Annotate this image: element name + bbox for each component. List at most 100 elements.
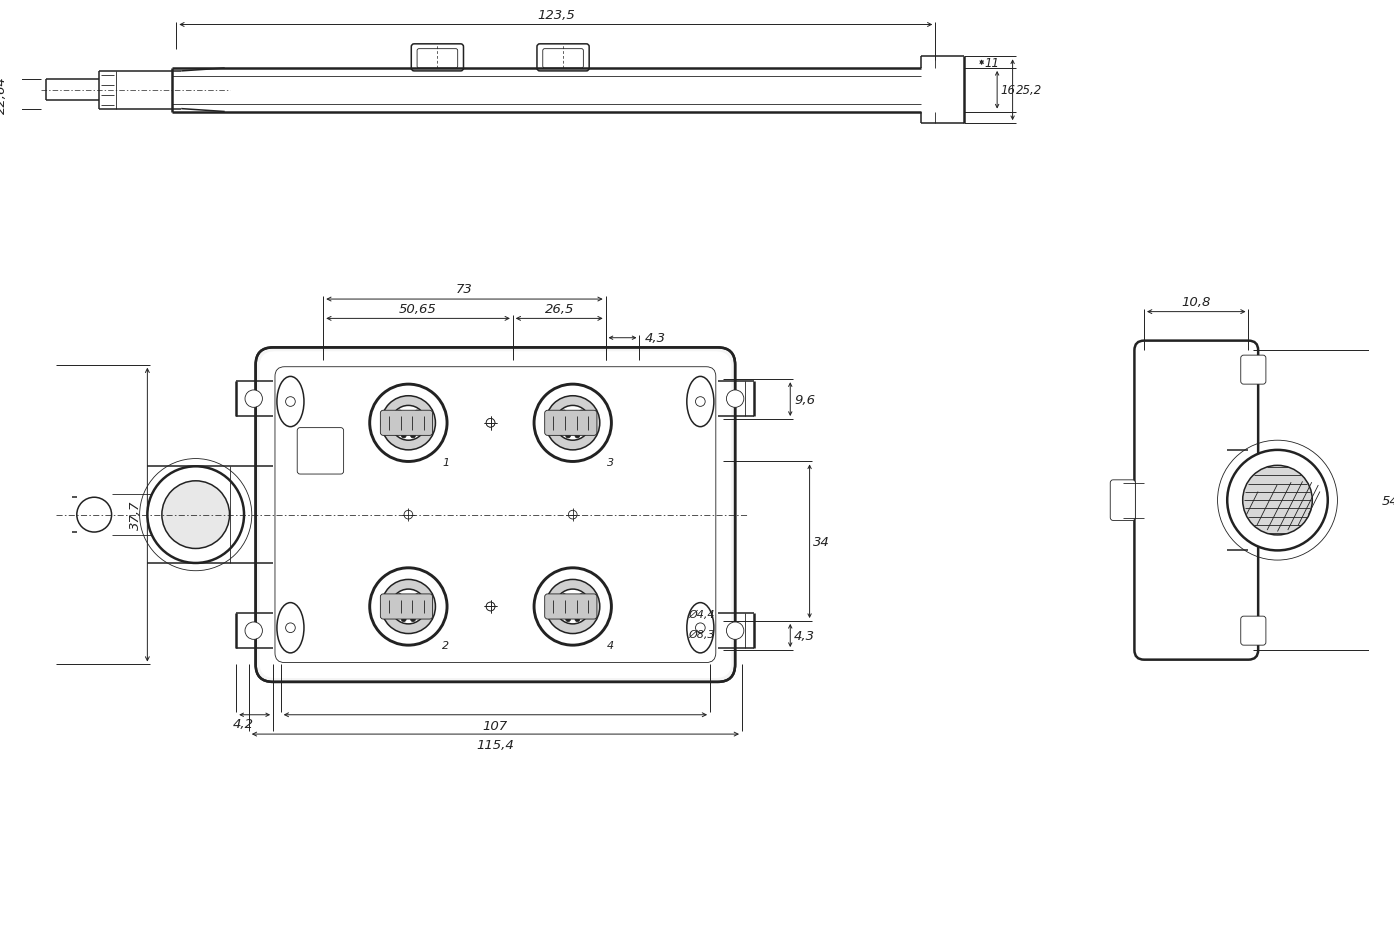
Circle shape: [369, 385, 447, 462]
Circle shape: [579, 411, 584, 415]
Circle shape: [390, 406, 425, 441]
Circle shape: [570, 421, 576, 426]
Circle shape: [487, 419, 495, 428]
Circle shape: [584, 418, 588, 424]
Circle shape: [534, 385, 612, 462]
Circle shape: [418, 611, 422, 616]
Circle shape: [401, 617, 406, 622]
Ellipse shape: [277, 377, 304, 428]
FancyBboxPatch shape: [255, 348, 735, 683]
Circle shape: [369, 568, 447, 646]
FancyBboxPatch shape: [1110, 480, 1135, 521]
Circle shape: [558, 602, 562, 607]
Circle shape: [411, 433, 415, 438]
Circle shape: [395, 611, 399, 616]
Circle shape: [583, 428, 587, 432]
Text: Ø8,3: Ø8,3: [689, 629, 715, 639]
Circle shape: [406, 421, 411, 426]
Circle shape: [420, 418, 424, 424]
FancyBboxPatch shape: [1241, 616, 1266, 646]
Circle shape: [562, 411, 566, 415]
Text: 4,3: 4,3: [795, 630, 815, 642]
Circle shape: [559, 611, 563, 616]
Circle shape: [397, 594, 401, 598]
Circle shape: [545, 580, 599, 633]
Text: Ø4,4: Ø4,4: [689, 610, 715, 619]
Circle shape: [395, 428, 399, 432]
Circle shape: [487, 419, 495, 428]
Circle shape: [404, 511, 413, 519]
FancyBboxPatch shape: [545, 411, 597, 436]
Circle shape: [414, 411, 420, 415]
Circle shape: [406, 604, 411, 609]
Circle shape: [584, 602, 588, 607]
Text: 34: 34: [814, 535, 831, 548]
Circle shape: [562, 594, 566, 598]
FancyBboxPatch shape: [381, 595, 432, 619]
Text: 4: 4: [606, 641, 613, 650]
FancyBboxPatch shape: [381, 411, 432, 436]
Circle shape: [569, 511, 577, 519]
Circle shape: [555, 589, 590, 624]
Circle shape: [726, 622, 744, 640]
Circle shape: [393, 602, 397, 607]
FancyBboxPatch shape: [537, 44, 590, 72]
Circle shape: [570, 604, 576, 609]
FancyBboxPatch shape: [411, 44, 463, 72]
Circle shape: [579, 594, 584, 598]
Circle shape: [245, 622, 262, 640]
Circle shape: [286, 397, 296, 407]
Circle shape: [555, 406, 590, 441]
Text: 123,5: 123,5: [537, 8, 574, 22]
Text: 9,6: 9,6: [795, 394, 815, 406]
FancyBboxPatch shape: [545, 595, 597, 619]
Text: 10,8: 10,8: [1182, 295, 1211, 309]
Circle shape: [1227, 450, 1327, 551]
FancyBboxPatch shape: [417, 50, 457, 69]
FancyBboxPatch shape: [1135, 342, 1259, 660]
Circle shape: [566, 433, 570, 438]
Text: 4,2: 4,2: [233, 716, 254, 730]
Circle shape: [420, 602, 424, 607]
Text: 107: 107: [482, 719, 507, 732]
FancyBboxPatch shape: [542, 50, 583, 69]
Circle shape: [77, 497, 112, 532]
Circle shape: [162, 481, 230, 548]
Circle shape: [411, 617, 415, 622]
Circle shape: [487, 602, 495, 611]
Text: 11: 11: [984, 57, 999, 70]
Text: 16: 16: [999, 84, 1015, 97]
Circle shape: [696, 397, 705, 407]
Circle shape: [558, 418, 562, 424]
Text: 1: 1: [442, 457, 449, 467]
Text: 4,3: 4,3: [644, 332, 665, 345]
Text: 54: 54: [1381, 494, 1394, 507]
Ellipse shape: [687, 603, 714, 653]
Circle shape: [401, 433, 406, 438]
Circle shape: [583, 611, 587, 616]
Text: 37,7: 37,7: [128, 500, 142, 530]
Circle shape: [566, 617, 570, 622]
Circle shape: [382, 396, 435, 450]
Circle shape: [726, 391, 744, 408]
Circle shape: [534, 568, 612, 646]
Circle shape: [545, 396, 599, 450]
Text: 3: 3: [606, 457, 613, 467]
Circle shape: [245, 391, 262, 408]
FancyBboxPatch shape: [259, 352, 732, 679]
Ellipse shape: [277, 603, 304, 653]
Text: 115,4: 115,4: [477, 738, 514, 751]
Circle shape: [559, 428, 563, 432]
Circle shape: [393, 418, 397, 424]
Circle shape: [487, 602, 495, 611]
Text: 50,65: 50,65: [399, 302, 436, 315]
Ellipse shape: [687, 377, 714, 428]
FancyBboxPatch shape: [297, 429, 343, 475]
Text: 25,2: 25,2: [1015, 84, 1041, 97]
Circle shape: [696, 623, 705, 632]
Circle shape: [414, 594, 420, 598]
Circle shape: [418, 428, 422, 432]
Text: 73: 73: [456, 283, 473, 295]
Circle shape: [574, 433, 580, 438]
FancyBboxPatch shape: [1241, 356, 1266, 385]
